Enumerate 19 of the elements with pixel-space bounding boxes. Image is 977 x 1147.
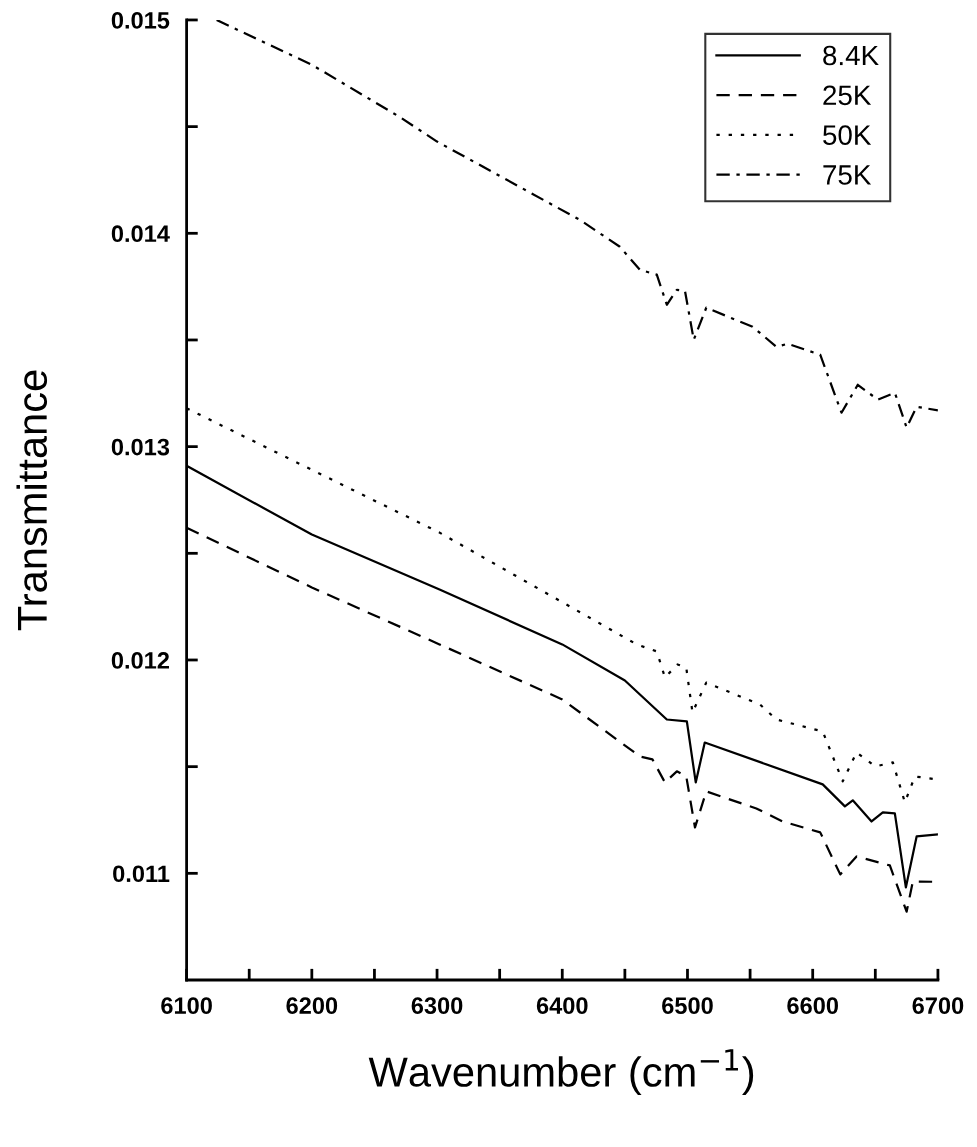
x-tick-label: 6700	[912, 997, 964, 1015]
legend-label: 25K	[823, 85, 872, 106]
legend-label: 50K	[823, 125, 872, 145]
x-tick-label: 6600	[787, 997, 838, 1015]
y-tick-label: 0.015	[111, 12, 170, 29]
x-tick-label: 6100	[161, 997, 212, 1015]
y-tick-label: 0.013	[111, 438, 170, 456]
y-tick-label: 0.012	[111, 652, 169, 669]
line-series	[215, 19, 938, 429]
y-axis-title: Transmittance	[16, 370, 48, 631]
y-tick-label: 0.011	[113, 865, 170, 883]
legend-label: 8.4K	[823, 45, 879, 66]
legend-label: 75K	[823, 165, 872, 185]
x-tick-label: 6200	[286, 997, 338, 1015]
x-tick-label: 6400	[536, 997, 588, 1015]
x-axis-title: Wavenumber (cm$^{−1}$)	[368, 1049, 754, 1096]
x-tick-label: 6300	[411, 997, 463, 1015]
x-tick-label: 6500	[662, 997, 713, 1015]
y-tick-label: 0.014	[111, 225, 170, 243]
